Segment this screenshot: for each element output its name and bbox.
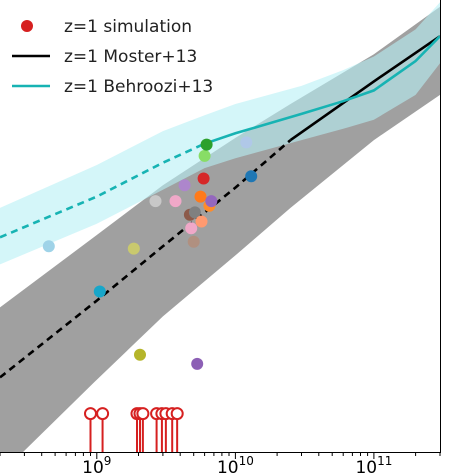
line-series-1-dashed: [0, 142, 206, 239]
upper-limit-marker: [84, 407, 97, 452]
confidence-bands: [0, 2, 440, 452]
legend-marker: [21, 20, 33, 32]
legend-entry: z=1 Behroozi+13: [12, 77, 213, 97]
band-series-1: [0, 2, 440, 265]
line-series-0-solid: [289, 35, 440, 142]
data-point: [187, 235, 200, 248]
legend-label: z=1 Moster+13: [64, 47, 197, 67]
x-tick-label: 1011: [355, 454, 392, 474]
data-point: [178, 179, 191, 192]
upper-limit-markers: [84, 407, 184, 452]
line-series-1-solid: [204, 35, 440, 145]
x-axis-ticks: 109 1010 1011: [0, 452, 441, 474]
data-point: [205, 195, 218, 208]
data-point: [195, 215, 208, 228]
legend-label: z=1 Behroozi+13: [64, 77, 213, 97]
data-point: [197, 172, 210, 185]
legend: z=1 simulation z=1 Moster+13 z=1 Behroozi+…: [12, 17, 213, 97]
legend-entry: z=1 simulation: [21, 17, 192, 37]
data-point: [42, 240, 55, 253]
upper-limit-marker: [96, 407, 110, 452]
x-tick-label: 1010: [217, 454, 254, 474]
legend-entry: z=1 Moster+13: [12, 47, 197, 67]
data-point: [240, 136, 253, 149]
data-point: [194, 190, 207, 203]
data-point: [245, 170, 258, 183]
data-point: [200, 138, 213, 151]
data-point: [188, 206, 201, 219]
data-point: [134, 348, 146, 361]
x-tick-label: 109: [82, 454, 111, 474]
simulation-points: [42, 136, 258, 370]
data-point: [198, 149, 211, 162]
data-point: [149, 195, 162, 208]
upper-limit-marker: [170, 407, 184, 452]
legend-label: z=1 simulation: [64, 17, 192, 37]
data-point: [191, 357, 204, 370]
data-point: [93, 285, 106, 298]
data-point: [169, 195, 182, 208]
data-point: [185, 222, 198, 235]
data-point: [127, 242, 140, 255]
upper-limit-marker: [136, 407, 150, 452]
